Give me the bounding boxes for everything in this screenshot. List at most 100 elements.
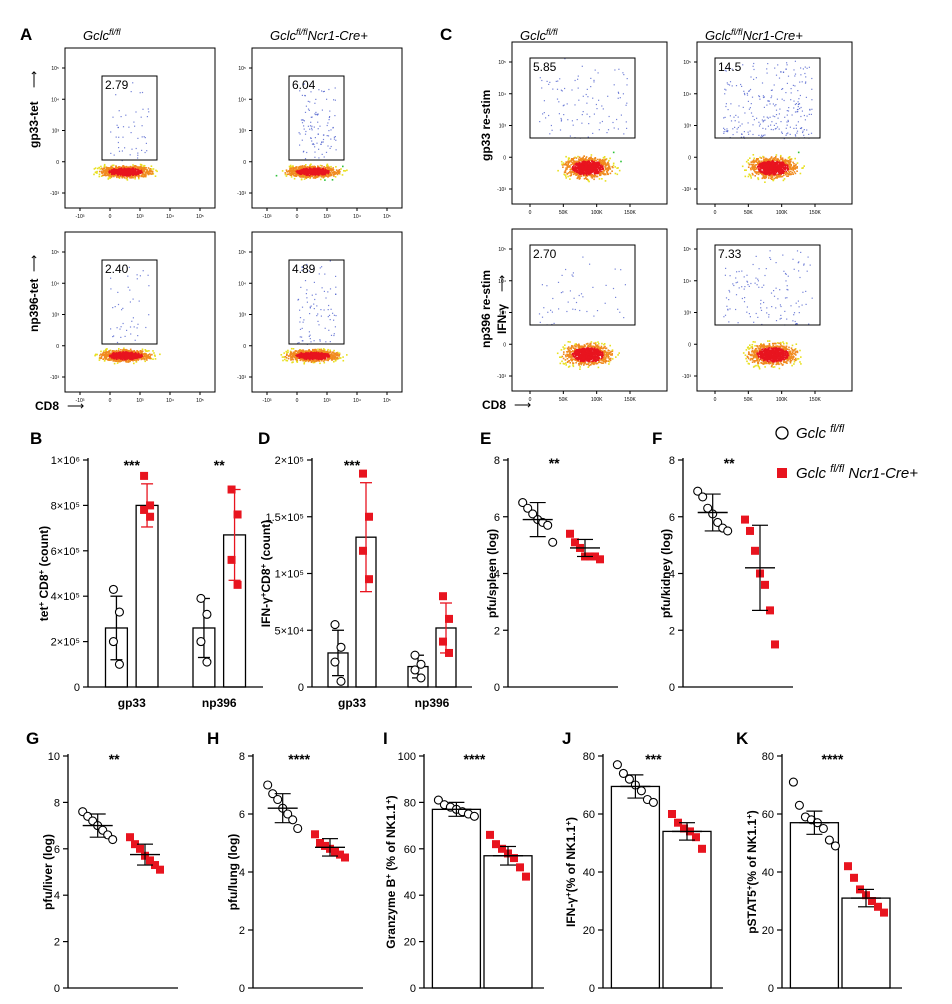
density-point [298,168,300,170]
density-point [587,163,590,165]
positive-point [626,102,628,104]
positive-point [309,306,311,308]
density-point [336,358,339,360]
positive-point [317,121,319,123]
positive-point [592,132,594,134]
density-point [96,353,98,356]
density-point [295,350,298,352]
positive-point [310,116,312,118]
positive-point [311,143,314,145]
density-point [317,352,320,354]
density-point [312,356,315,358]
density-point [289,168,291,171]
density-point [140,166,142,169]
density-point [147,171,150,173]
density-point [113,173,115,175]
density-point [290,351,293,354]
density-point [581,172,584,175]
density-point [315,172,318,174]
y-tick-label: 10⁴ [51,281,59,287]
positive-point [567,119,569,121]
x-tick-label: 10⁴ [166,398,174,404]
positive-point [303,125,305,127]
density-point [585,169,588,171]
density-point [343,170,345,172]
density-point [100,357,102,359]
density-point [103,354,105,357]
density-point [614,166,616,168]
density-point [130,171,133,173]
density-point [334,358,336,361]
density-point [604,167,607,169]
density-point [137,354,140,357]
density-point [154,358,157,360]
density-point [323,357,325,359]
density-point [583,169,585,172]
x-tick-label: -10³ [76,398,85,404]
positive-point [599,122,601,124]
density-point [145,353,147,356]
density-point [284,356,286,358]
density-point [299,167,302,169]
density-point [302,359,304,362]
positive-point [148,314,150,316]
density-point [577,155,579,158]
positive-point [148,111,150,113]
density-point [101,172,103,175]
positive-point [130,91,132,93]
density-point [114,353,116,356]
density-point [98,175,101,178]
density-point [135,354,138,357]
density-point [572,169,574,171]
positive-point [322,138,325,141]
density-point [601,178,603,180]
x-tick-label: 10⁵ [383,398,391,404]
density-point [593,167,595,169]
y-tick-label: 10⁴ [498,92,506,98]
density-point [286,359,289,362]
positive-point [316,113,318,115]
positive-point [112,336,114,338]
density-point [144,360,146,363]
density-point [145,174,147,177]
density-point [104,172,107,174]
density-point [299,350,301,353]
density-point [588,157,590,160]
positive-point [314,137,316,139]
density-point [598,158,601,161]
density-point [602,168,604,170]
density-point [572,161,574,164]
density-point [576,162,578,164]
density-point [606,163,609,165]
density-point [319,355,322,358]
gate-percentage: 4.89 [292,262,316,276]
density-point [313,360,316,363]
density-point [113,170,115,172]
density-point [131,174,134,176]
positive-point [313,308,315,310]
density-point [112,360,115,362]
density-point [324,352,327,355]
density-point [606,172,609,174]
density-point [101,167,103,170]
positive-point [144,137,146,139]
density-point [287,351,289,354]
density-point [151,353,153,356]
density-point [586,169,589,172]
density-point [298,352,300,354]
density-point [116,358,119,361]
positive-point [332,127,334,129]
density-point [121,351,124,354]
density-point [331,179,334,181]
density-point [128,173,130,176]
positive-point [329,319,331,321]
density-point [137,166,140,169]
density-point [298,357,300,359]
positive-point [608,115,610,118]
density-point [606,170,608,173]
positive-point [114,306,116,308]
y-tick-label: 10⁴ [238,97,246,103]
density-point [284,173,287,176]
